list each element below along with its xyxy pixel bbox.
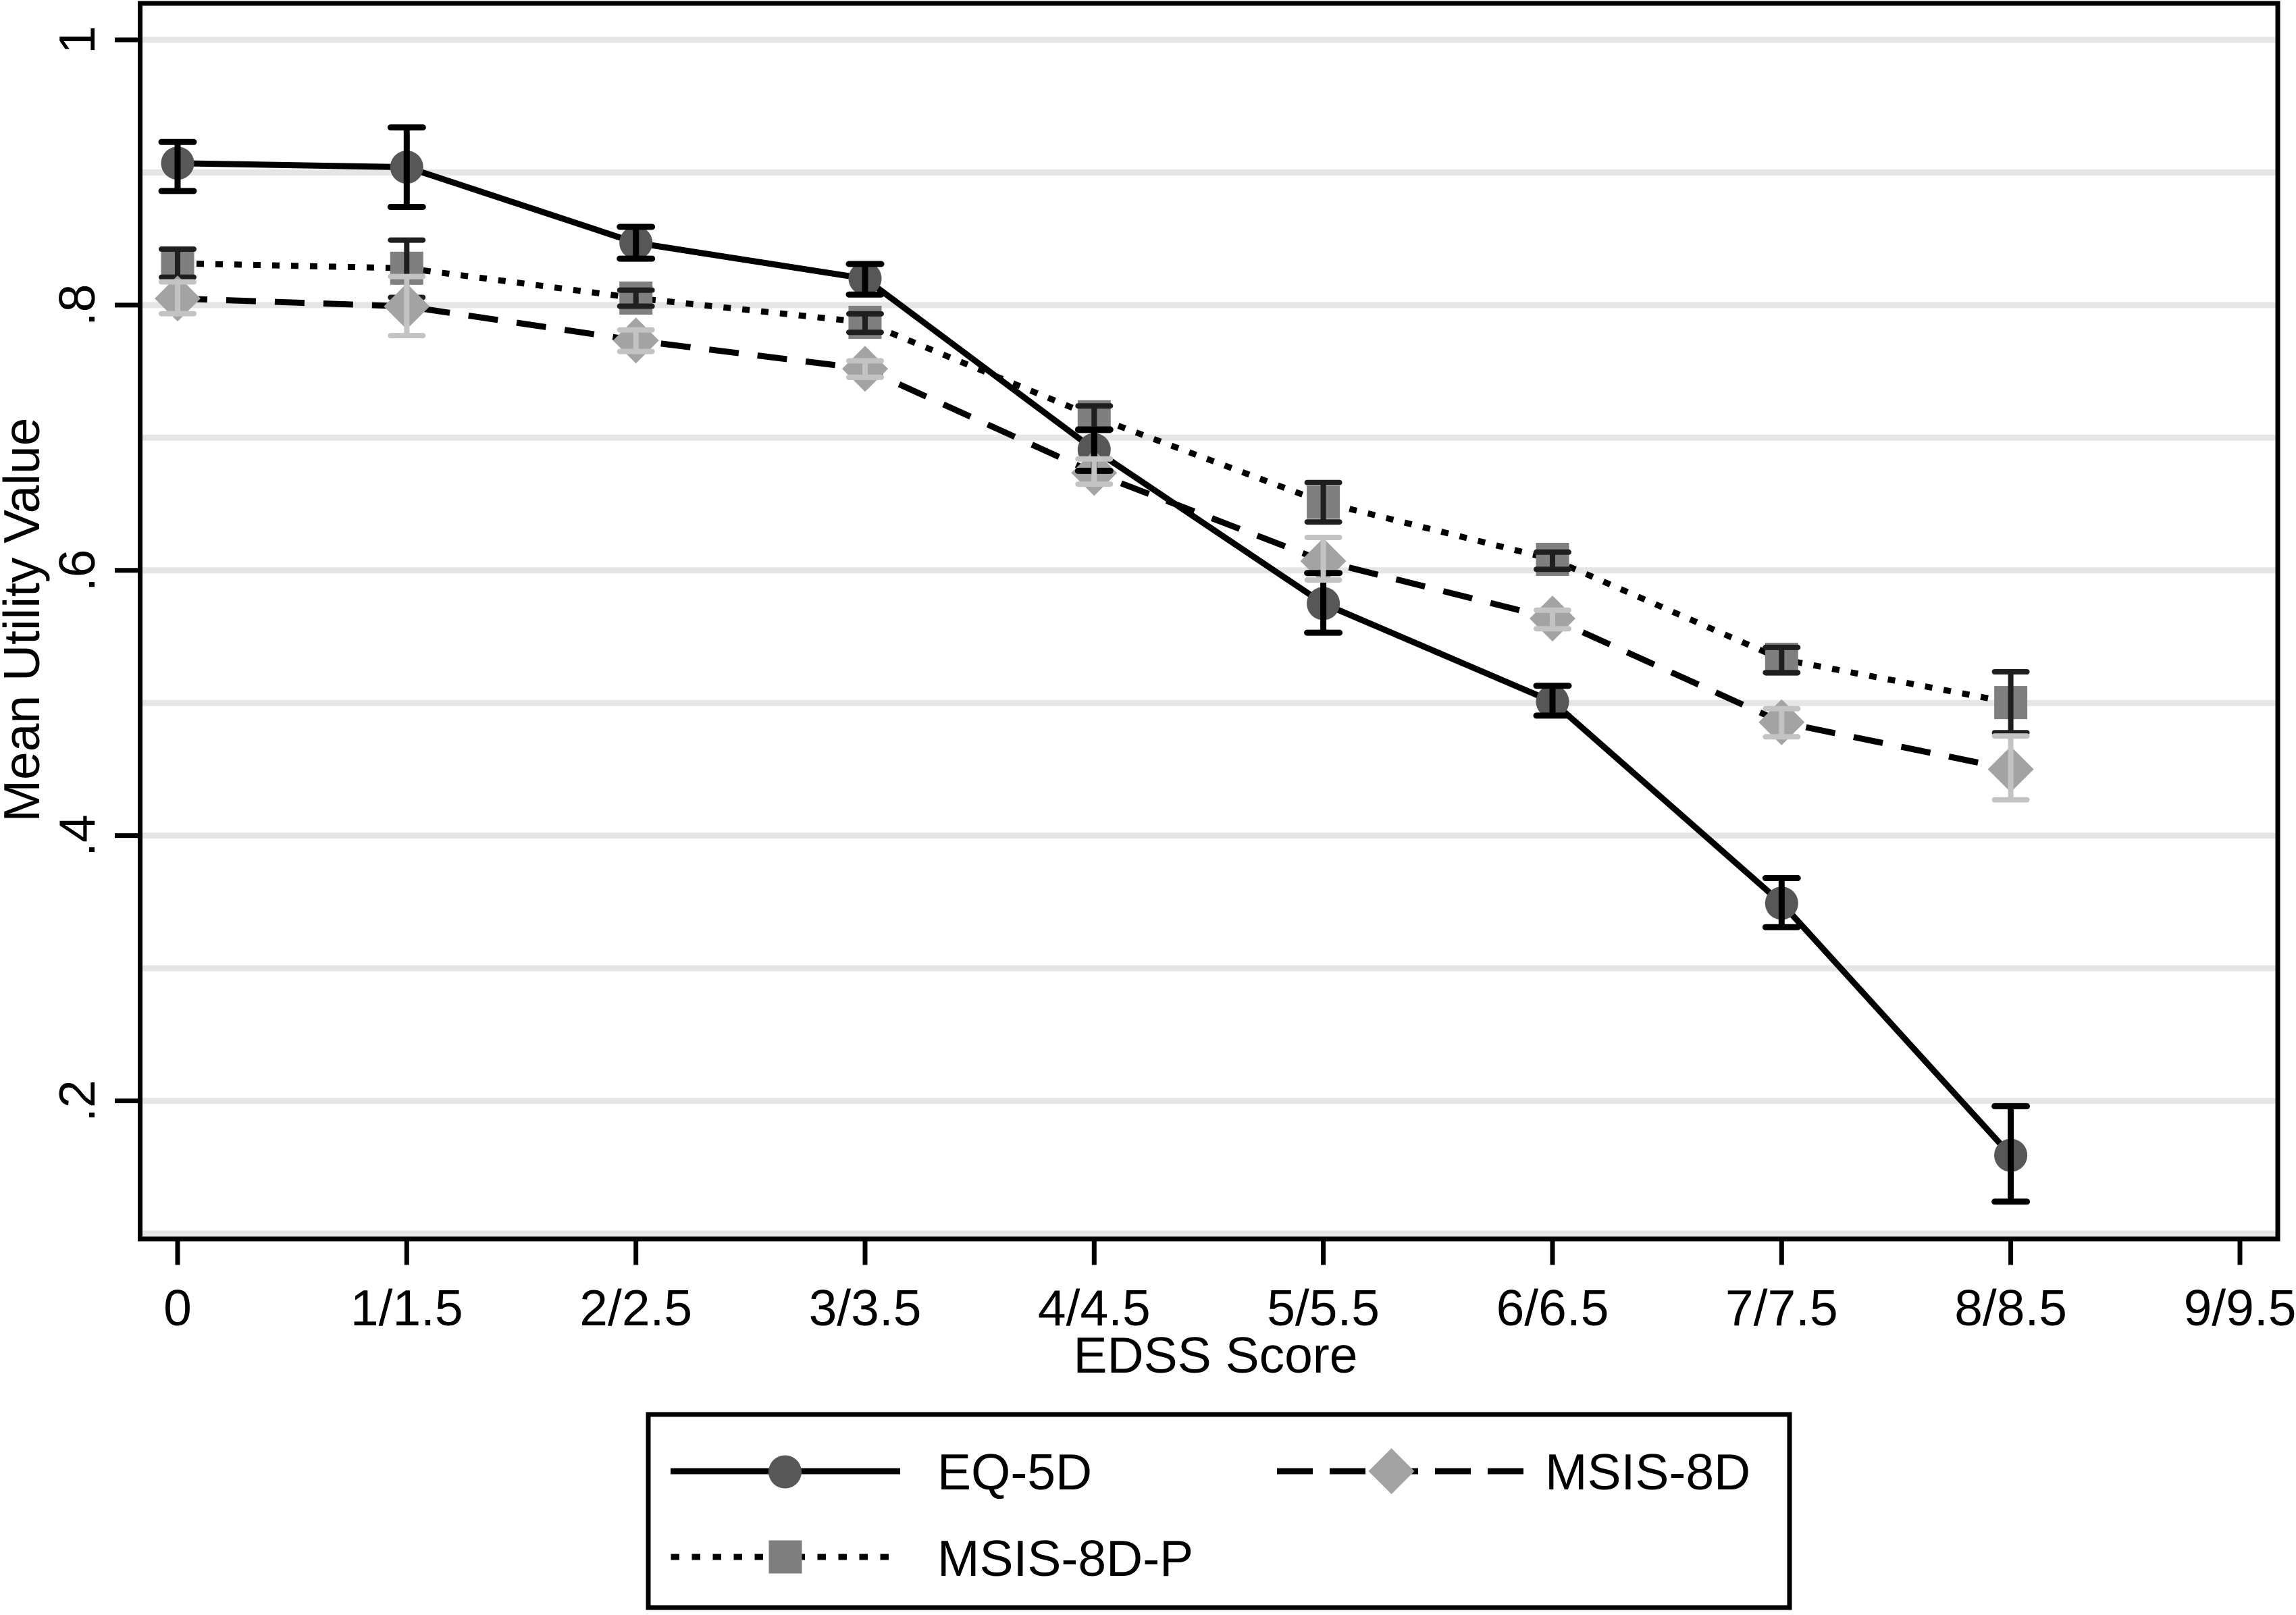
svg-text:MSIS-8D: MSIS-8D xyxy=(1545,1444,1750,1500)
svg-text:.8: .8 xyxy=(49,284,105,327)
svg-text:3/3.5: 3/3.5 xyxy=(809,1279,922,1336)
svg-text:1/1.5: 1/1.5 xyxy=(350,1279,463,1336)
svg-text:9/9.5: 9/9.5 xyxy=(2184,1279,2296,1336)
svg-text:4/4.5: 4/4.5 xyxy=(1038,1279,1151,1336)
svg-text:1: 1 xyxy=(49,26,105,54)
svg-text:.4: .4 xyxy=(49,814,105,857)
svg-text:Mean Utility Value: Mean Utility Value xyxy=(0,418,50,822)
svg-text:.6: .6 xyxy=(49,550,105,592)
svg-text:EQ-5D: EQ-5D xyxy=(937,1444,1092,1500)
svg-text:7/7.5: 7/7.5 xyxy=(1725,1279,1838,1336)
svg-text:.2: .2 xyxy=(49,1080,105,1122)
svg-text:MSIS-8D-P: MSIS-8D-P xyxy=(937,1530,1193,1587)
svg-text:EDSS Score: EDSS Score xyxy=(1074,1327,1358,1383)
svg-text:2/2.5: 2/2.5 xyxy=(579,1279,692,1336)
svg-text:6/6.5: 6/6.5 xyxy=(1496,1279,1609,1336)
svg-text:8/8.5: 8/8.5 xyxy=(1954,1279,2067,1336)
svg-text:0: 0 xyxy=(163,1279,192,1336)
svg-text:5/5.5: 5/5.5 xyxy=(1267,1279,1380,1336)
